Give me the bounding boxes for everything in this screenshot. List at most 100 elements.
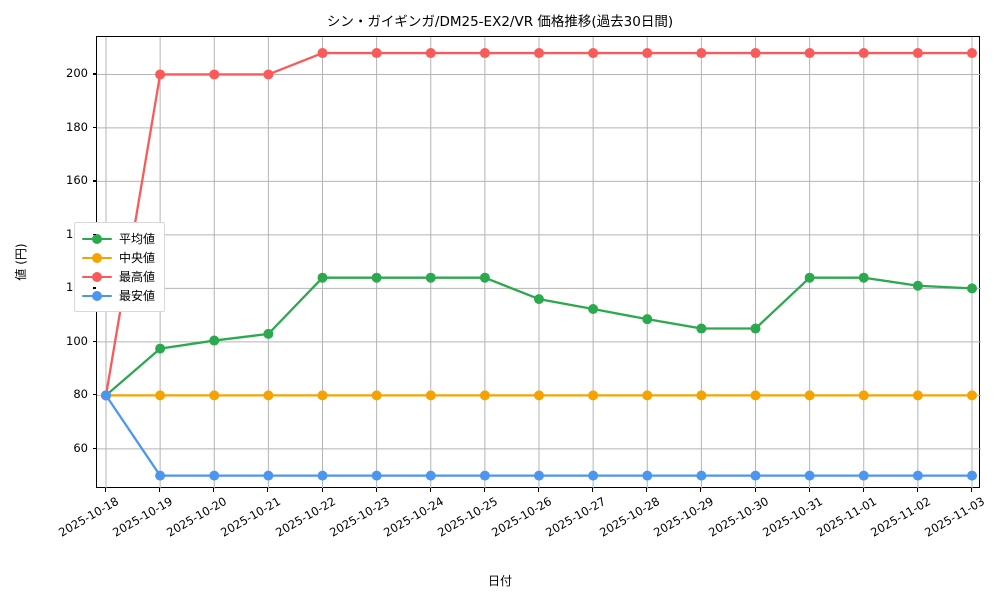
data-point bbox=[317, 390, 328, 401]
data-point bbox=[263, 390, 274, 401]
legend-swatch-icon bbox=[82, 251, 112, 265]
data-point bbox=[588, 470, 599, 481]
legend-item-2: 中央値 bbox=[82, 248, 155, 267]
data-point bbox=[858, 272, 869, 283]
data-point bbox=[967, 283, 977, 294]
x-tick-label: 2025-10-27 bbox=[543, 494, 609, 540]
legend-item-3: 最高値 bbox=[82, 267, 155, 286]
y-tick-mark bbox=[92, 447, 96, 449]
y-tick-label: 100 bbox=[66, 333, 88, 348]
data-point bbox=[479, 48, 490, 59]
x-tick-label: 2025-10-22 bbox=[272, 494, 338, 540]
x-tick-label: 2025-10-21 bbox=[218, 494, 284, 540]
x-tick-mark bbox=[646, 488, 648, 492]
data-point bbox=[317, 272, 328, 283]
data-point bbox=[425, 470, 436, 481]
data-point bbox=[425, 390, 436, 401]
x-axis-label: 日付 bbox=[487, 574, 512, 588]
data-point bbox=[155, 470, 166, 481]
data-point bbox=[263, 69, 274, 80]
x-tick-label: 2025-11-02 bbox=[867, 494, 933, 540]
x-tick-mark bbox=[862, 488, 864, 492]
data-point bbox=[317, 470, 328, 481]
data-point bbox=[750, 48, 761, 59]
data-point bbox=[750, 323, 761, 334]
x-tick-label: 2025-10-19 bbox=[110, 494, 176, 540]
plot-area bbox=[96, 36, 981, 489]
data-point bbox=[912, 48, 923, 59]
legend-item-1: 平均値 bbox=[82, 229, 155, 248]
x-tick-mark bbox=[375, 488, 377, 492]
data-point bbox=[534, 470, 544, 481]
data-point bbox=[642, 390, 653, 401]
data-point bbox=[425, 272, 436, 283]
x-tick-mark bbox=[429, 488, 431, 492]
data-point bbox=[696, 48, 707, 59]
data-point bbox=[912, 280, 923, 291]
x-tick-mark bbox=[267, 488, 269, 492]
legend-label: 平均値 bbox=[119, 232, 156, 246]
series-4 bbox=[101, 390, 977, 481]
data-point bbox=[425, 48, 436, 59]
y-tick-mark bbox=[92, 340, 96, 342]
x-tick-mark bbox=[321, 488, 323, 492]
data-point bbox=[534, 294, 544, 305]
x-tick-mark bbox=[754, 488, 756, 492]
data-point bbox=[263, 470, 274, 481]
data-point bbox=[858, 470, 869, 481]
y-tick-mark bbox=[92, 126, 96, 129]
data-point bbox=[155, 343, 166, 354]
data-point bbox=[804, 470, 815, 481]
x-tick-mark bbox=[105, 488, 107, 492]
data-point bbox=[804, 272, 815, 283]
x-axis-tick-labels: 2025-10-18 2025-10-19 2025-10-20 2025-10-21… bbox=[56, 488, 987, 568]
x-tick-label: 2025-10-30 bbox=[705, 494, 771, 540]
data-point bbox=[804, 48, 815, 59]
legend-item-4: 最安値 bbox=[82, 286, 155, 305]
legend-label: 最安値 bbox=[119, 289, 156, 303]
data-point bbox=[479, 272, 490, 283]
x-tick-label: 2025-10-23 bbox=[326, 494, 392, 540]
data-point bbox=[642, 48, 653, 59]
data-point bbox=[209, 470, 220, 481]
legend-swatch-icon bbox=[82, 232, 112, 246]
x-tick-mark bbox=[808, 488, 810, 492]
x-tick-label: 2025-10-29 bbox=[651, 494, 717, 540]
data-point bbox=[534, 48, 544, 59]
x-tick-label: 2025-10-28 bbox=[597, 494, 663, 540]
data-point bbox=[155, 69, 166, 80]
data-point bbox=[534, 390, 544, 401]
data-point bbox=[101, 390, 111, 401]
data-point bbox=[155, 390, 166, 401]
y-tick-label: 160 bbox=[66, 173, 88, 188]
x-tick-label: 2025-10-31 bbox=[759, 494, 825, 540]
data-point bbox=[967, 470, 977, 481]
x-tick-mark bbox=[159, 488, 161, 492]
data-point bbox=[209, 335, 220, 346]
y-tick-mark bbox=[92, 233, 96, 235]
x-tick-mark bbox=[213, 488, 215, 492]
series-2 bbox=[101, 390, 977, 401]
plot-svg bbox=[97, 37, 981, 489]
data-point bbox=[804, 390, 815, 401]
grid-lines bbox=[97, 37, 981, 489]
data-point bbox=[209, 390, 220, 401]
data-point bbox=[696, 470, 707, 481]
x-tick-label: 2025-10-25 bbox=[434, 494, 500, 540]
y-tick-label: 180 bbox=[66, 119, 88, 134]
data-point bbox=[967, 48, 977, 59]
x-tick-label: 2025-10-24 bbox=[380, 494, 446, 540]
data-point bbox=[750, 390, 761, 401]
y-tick-label: 60 bbox=[73, 440, 88, 455]
y-tick-label: 200 bbox=[66, 66, 88, 81]
data-point bbox=[588, 48, 599, 59]
data-point bbox=[479, 470, 490, 481]
x-tick-mark bbox=[483, 488, 485, 492]
data-point bbox=[642, 314, 653, 325]
x-tick-label: 2025-10-26 bbox=[489, 494, 554, 540]
data-point bbox=[912, 470, 923, 481]
legend-label: 最高値 bbox=[119, 270, 156, 284]
legend-swatch-icon bbox=[82, 270, 112, 284]
x-tick-mark bbox=[592, 488, 594, 492]
